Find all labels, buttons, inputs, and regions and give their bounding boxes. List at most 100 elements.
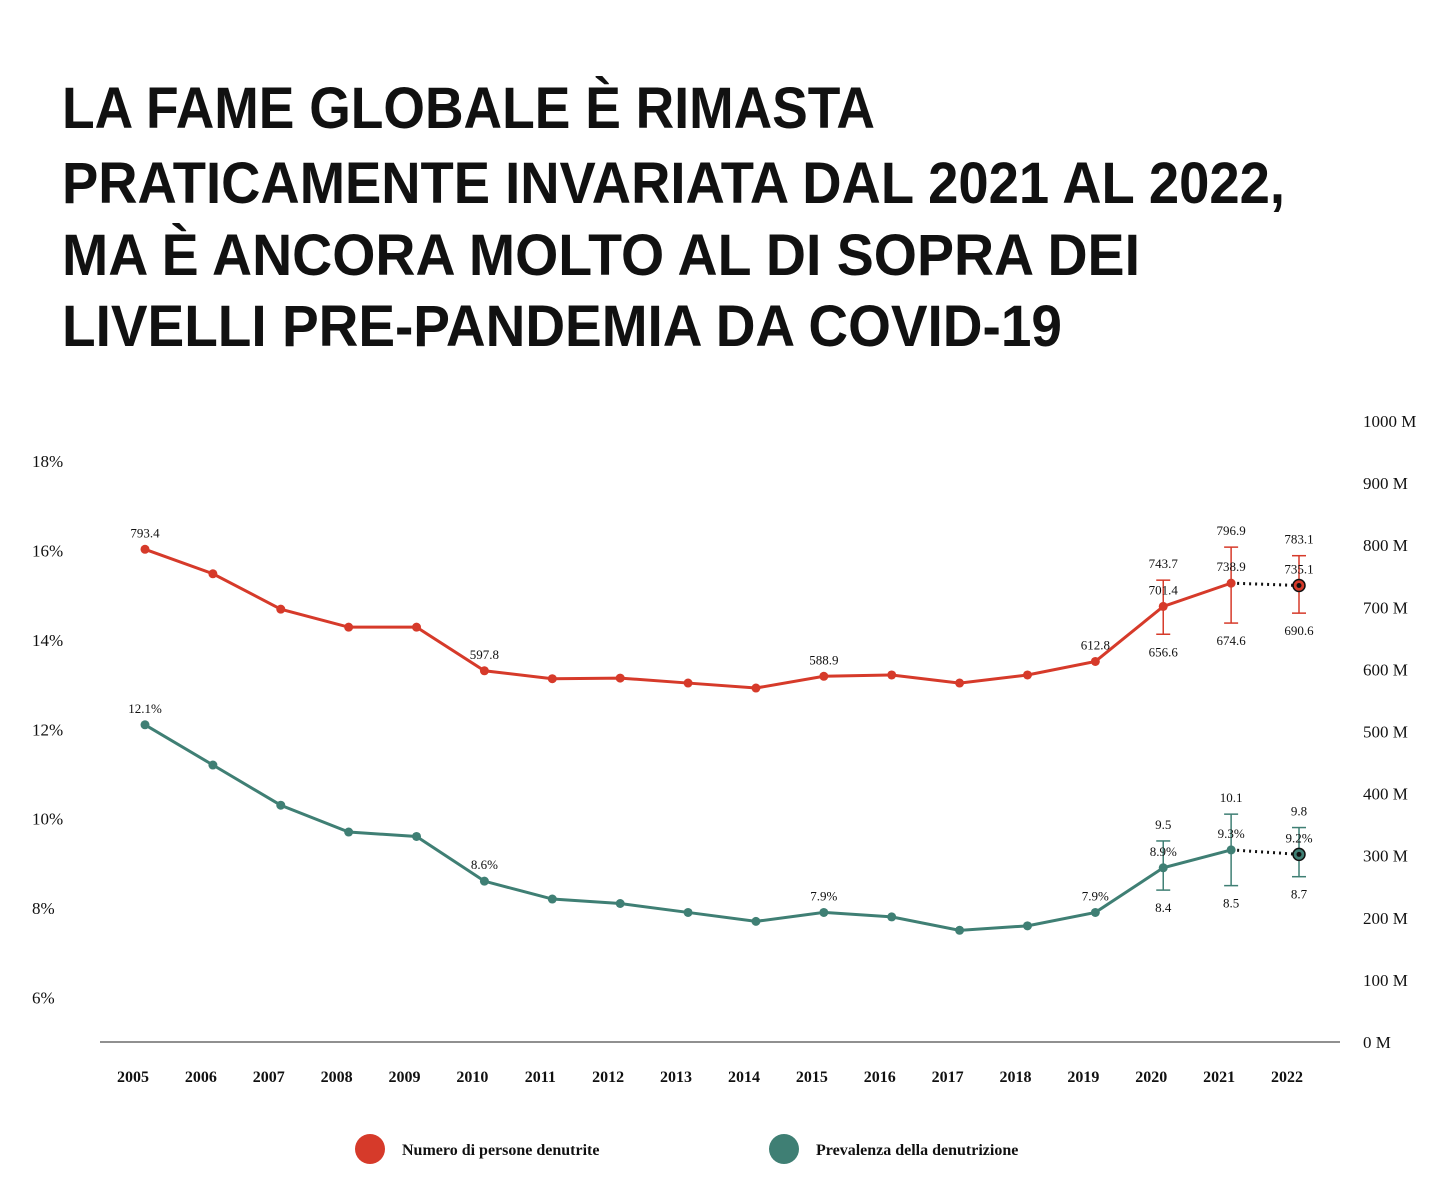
legend-swatch xyxy=(769,1134,799,1164)
series-line xyxy=(144,723,1232,932)
data-label: 12.1% xyxy=(128,701,162,716)
y2-tick-label: 0 M xyxy=(1363,1033,1391,1052)
data-point xyxy=(1158,601,1168,611)
x-tick-label: 2017 xyxy=(932,1069,964,1086)
x-tick-label: 2011 xyxy=(525,1069,556,1086)
upper-label: 9.8 xyxy=(1291,804,1307,819)
data-point xyxy=(751,916,761,926)
data-point xyxy=(1022,921,1032,931)
lower-label: 674.6 xyxy=(1216,633,1246,648)
data-point xyxy=(751,683,761,693)
series-line xyxy=(144,547,1232,690)
y-tick-label: 14% xyxy=(32,631,63,650)
x-tick-label: 2013 xyxy=(660,1069,692,1086)
data-point xyxy=(479,876,489,886)
chart-title: LA FAME GLOBALE È RIMASTA xyxy=(62,76,875,141)
x-tick-label: 2022 xyxy=(1271,1069,1303,1086)
lower-label: 690.6 xyxy=(1284,623,1314,638)
data-point xyxy=(683,907,693,917)
x-tick-label: 2006 xyxy=(185,1069,217,1086)
y-tick-label: 18% xyxy=(32,452,63,471)
x-tick-label: 2019 xyxy=(1067,1069,1099,1086)
data-point xyxy=(208,569,218,579)
data-label: 612.8 xyxy=(1081,637,1110,652)
data-point xyxy=(479,666,489,676)
data-point xyxy=(615,673,625,683)
x-tick-label: 2009 xyxy=(389,1069,421,1086)
x-tick-label: 2005 xyxy=(117,1069,149,1086)
y-tick-label: 16% xyxy=(32,542,63,561)
x-tick-label: 2012 xyxy=(592,1069,624,1086)
y-tick-label: 10% xyxy=(32,810,63,829)
data-label: 735.1 xyxy=(1284,562,1313,577)
data-point xyxy=(1158,863,1168,873)
x-tick-label: 2008 xyxy=(321,1069,353,1086)
y2-tick-label: 1000 M xyxy=(1363,412,1416,431)
data-point xyxy=(276,800,286,810)
data-label: 9.3% xyxy=(1218,826,1245,841)
data-point xyxy=(1090,907,1100,917)
data-point xyxy=(344,827,354,837)
x-tick-label: 2007 xyxy=(253,1069,285,1086)
chart-title: MA È ANCORA MOLTO AL DI SOPRA DEI xyxy=(62,223,1140,288)
data-point xyxy=(683,678,693,688)
x-tick-label: 2018 xyxy=(999,1069,1031,1086)
data-label: 8.9% xyxy=(1150,844,1177,859)
legend-label: Numero di persone denutrite xyxy=(402,1142,599,1159)
data-point xyxy=(887,670,897,680)
y-tick-label: 6% xyxy=(32,988,55,1007)
lower-label: 8.4 xyxy=(1155,900,1172,915)
data-point xyxy=(344,622,354,632)
y2-tick-label: 700 M xyxy=(1363,598,1408,617)
data-point xyxy=(1090,656,1100,666)
y2-tick-label: 100 M xyxy=(1363,971,1408,990)
x-tick-label: 2016 xyxy=(864,1069,896,1086)
data-label: 597.8 xyxy=(470,647,499,662)
x-tick-label: 2014 xyxy=(728,1069,760,1086)
projection-line xyxy=(1231,848,1300,856)
data-label: 7.9% xyxy=(1082,888,1109,903)
x-tick-label: 2010 xyxy=(456,1069,488,1086)
legend-label: Prevalenza della denutrizione xyxy=(816,1142,1018,1159)
upper-label: 10.1 xyxy=(1220,790,1243,805)
x-tick-label: 2015 xyxy=(796,1069,828,1086)
data-point xyxy=(615,899,625,909)
projection-line xyxy=(1231,581,1300,588)
y2-tick-label: 400 M xyxy=(1363,785,1408,804)
upper-label: 743.7 xyxy=(1149,556,1179,571)
data-point xyxy=(955,925,965,935)
data-label: 8.6% xyxy=(471,857,498,872)
data-label: 701.4 xyxy=(1149,582,1179,597)
data-label: 9.2% xyxy=(1285,830,1312,845)
data-point xyxy=(1226,578,1236,588)
data-point xyxy=(412,831,422,841)
chart-title: LIVELLI PRE-PANDEMIA DA COVID-19 xyxy=(62,294,1062,359)
x-tick-label: 2021 xyxy=(1203,1069,1235,1086)
y-tick-label: 8% xyxy=(32,899,55,918)
data-point xyxy=(140,544,150,554)
data-label: 588.9 xyxy=(809,652,838,667)
lower-label: 656.6 xyxy=(1149,644,1179,659)
y2-tick-label: 600 M xyxy=(1363,660,1408,679)
y2-tick-label: 900 M xyxy=(1363,474,1408,493)
lower-label: 8.5 xyxy=(1223,896,1239,911)
point-center xyxy=(1296,583,1302,589)
chart-title: PRATICAMENTE INVARIATA DAL 2021 AL 2022, xyxy=(62,151,1285,216)
lower-label: 8.7 xyxy=(1291,887,1308,902)
data-label: 7.9% xyxy=(810,888,837,903)
x-tick-label: 2020 xyxy=(1135,1069,1167,1086)
upper-label: 9.5 xyxy=(1155,817,1171,832)
data-point xyxy=(819,671,829,681)
data-point xyxy=(819,907,829,917)
data-label: 793.4 xyxy=(130,525,160,540)
y-tick-label: 12% xyxy=(32,720,63,739)
data-point xyxy=(208,760,218,770)
legend-swatch xyxy=(355,1134,385,1164)
data-point xyxy=(140,720,150,730)
data-point xyxy=(547,674,557,684)
data-point xyxy=(955,678,965,688)
data-point xyxy=(547,894,557,904)
data-point xyxy=(887,912,897,922)
data-point xyxy=(412,622,422,632)
